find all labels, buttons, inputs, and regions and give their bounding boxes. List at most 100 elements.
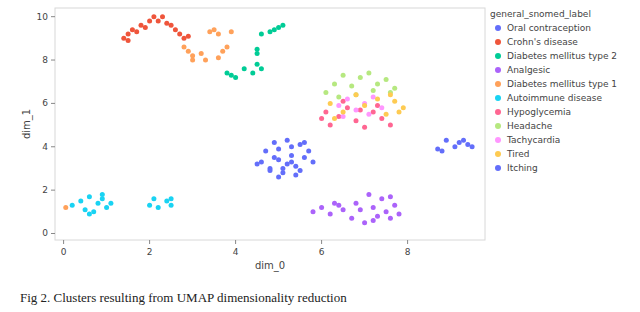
point [336,94,341,99]
point [397,211,402,216]
chart: 024680246810dim_0dim_1general_snomed_lab… [0,0,640,312]
point [336,103,341,108]
point [362,103,367,108]
point [280,170,285,175]
point [397,110,402,115]
x-tick-label: 2 [147,247,153,257]
point [375,81,380,86]
point [229,29,234,34]
point [63,205,68,210]
point [328,211,333,216]
point [375,214,380,219]
legend-label: Itching [507,163,538,173]
point [323,90,328,95]
point [199,51,204,56]
point [302,140,307,145]
x-tick-label: 4 [233,247,239,257]
point [384,209,389,214]
point [182,45,187,50]
point [255,162,260,167]
point [156,205,161,210]
legend-swatch [495,123,501,129]
point [151,14,156,19]
point [435,146,440,151]
x-tick-label: 6 [319,247,325,257]
point [276,157,281,162]
point [388,216,393,221]
point [220,49,225,54]
point [130,27,135,32]
point [147,203,152,208]
point [143,25,148,30]
point [375,97,380,102]
point [452,144,457,149]
point [388,123,393,128]
point [272,140,277,145]
point [354,92,359,97]
point [332,116,337,121]
y-tick [51,146,55,147]
point [388,194,393,199]
point [302,155,307,160]
x-tick [235,240,236,244]
point [169,196,174,201]
y-tick [51,190,55,191]
point [259,32,264,37]
point [259,66,264,71]
point [371,94,376,99]
legend-swatch [495,137,501,143]
point [354,92,359,97]
point [177,32,182,37]
point [293,164,298,169]
legend-swatch [495,67,501,73]
point [229,73,234,78]
point [268,29,273,34]
point [392,86,397,91]
point [306,149,311,154]
point [255,47,260,52]
point [272,27,277,32]
point [255,62,260,67]
point [465,142,470,147]
legend-swatch [495,151,501,157]
point [272,155,277,160]
point [100,196,105,201]
point [108,201,113,206]
point [100,192,105,197]
points [63,14,474,225]
point [285,138,290,143]
point [384,112,389,117]
point [354,201,359,206]
point [349,216,354,221]
point [345,97,350,102]
y-tick-label: 6 [42,98,48,108]
x-tick [63,240,64,244]
y-tick [51,16,55,17]
point [87,211,92,216]
point [379,116,384,121]
point [250,71,255,76]
point [444,138,449,143]
point [289,153,294,158]
legend-label: Tachycardia [506,135,560,145]
y-tick [51,60,55,61]
point [461,138,466,143]
point [341,114,346,119]
point [169,23,174,28]
point [311,159,316,164]
y-tick [51,103,55,104]
point [225,45,230,50]
point [276,175,281,180]
point [366,192,371,197]
y-tick-label: 4 [42,142,48,152]
legend-swatch [495,165,501,171]
point [345,105,350,110]
y-tick [51,233,55,234]
point [280,23,285,28]
legend-swatch [495,81,501,87]
point [298,142,303,147]
point [190,53,195,58]
legend-label: Crohn's disease [507,37,578,47]
legend-label: Autoimmune disease [507,93,602,103]
point [259,159,264,164]
